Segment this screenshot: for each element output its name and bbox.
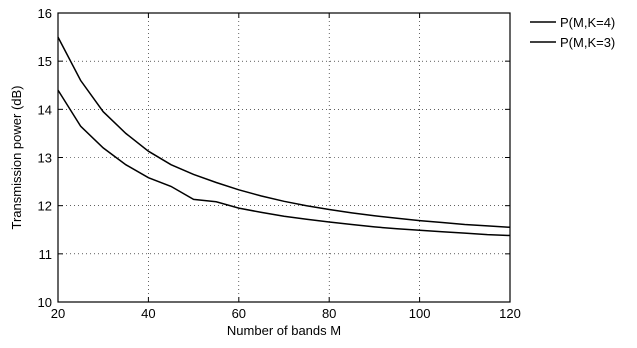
legend-label-k3: P(M,K=3) <box>560 35 615 50</box>
x-tick-label: 40 <box>141 306 155 321</box>
y-tick-label: 13 <box>38 151 52 166</box>
series-layer <box>57 36 511 237</box>
grid <box>58 13 510 302</box>
x-axis-label: Number of bands M <box>227 323 341 338</box>
legend-label-k4: P(M,K=4) <box>560 15 615 30</box>
series-line-k3 <box>57 89 511 237</box>
x-tick-label: 20 <box>51 306 65 321</box>
x-tick-label: 100 <box>409 306 431 321</box>
x-tick-label: 120 <box>499 306 521 321</box>
y-tick-label: 12 <box>38 199 52 214</box>
y-tick-label: 14 <box>38 102 52 117</box>
y-axis-label: Transmission power (dB) <box>9 85 24 229</box>
series-line-k4 <box>57 36 511 229</box>
y-tick-label: 16 <box>38 6 52 21</box>
y-tick-label: 15 <box>38 54 52 69</box>
x-tick-label: 60 <box>232 306 246 321</box>
legend: P(M,K=4) P(M,K=3) <box>530 15 615 50</box>
y-tick-label: 10 <box>38 295 52 310</box>
x-tick-label: 80 <box>322 306 336 321</box>
y-tick-label: 11 <box>39 247 53 262</box>
ticks: 20 40 60 80 100 120 10 11 12 13 14 15 16 <box>38 6 521 321</box>
